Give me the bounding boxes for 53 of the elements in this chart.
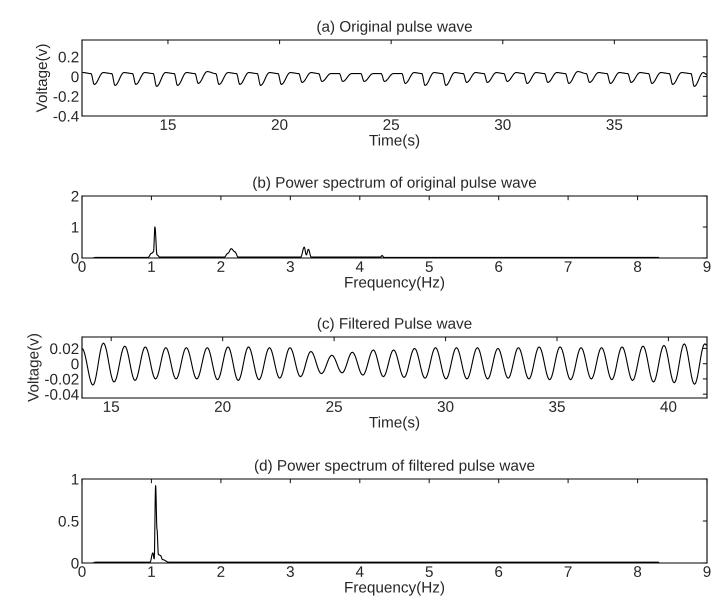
- y-axis-title: Voltage(v): [27, 334, 42, 402]
- x-tick-label: 20: [214, 401, 231, 412]
- x-tick-label: 40: [660, 401, 676, 412]
- x-tick-label: 2: [217, 566, 224, 577]
- x-tick-label: 3: [286, 566, 294, 577]
- x-tick-label: 8: [634, 566, 642, 577]
- x-tick-label: 15: [160, 119, 176, 130]
- chart-title: (d) Power spectrum of filtered pulse wave: [254, 460, 534, 474]
- y-tick-label: 0: [71, 358, 79, 370]
- y-tick-label: 0.5: [58, 516, 79, 527]
- x-tick-label: 8: [634, 261, 642, 272]
- y-tick-label: 0.2: [58, 52, 78, 62]
- x-tick-label: 15: [104, 401, 120, 412]
- x-tick-label: 2: [217, 261, 224, 272]
- x-tick-label: 35: [606, 119, 622, 130]
- x-tick-label: 35: [549, 401, 565, 412]
- x-tick-label: 1: [148, 566, 155, 577]
- y-tick-label: 1: [72, 222, 78, 233]
- x-tick-label: 4: [356, 566, 364, 577]
- x-tick-label: 6: [495, 261, 502, 272]
- y-tick-label: 0.02: [50, 343, 78, 354]
- x-tick-label: 30: [494, 119, 511, 130]
- x-tick-label: 9: [703, 261, 711, 272]
- x-tick-label: 1: [148, 261, 155, 272]
- y-tick-label: -0.02: [45, 374, 78, 385]
- x-axis-title: Time(s): [369, 416, 420, 431]
- chart-title: (b) Power spectrum of original pulse wave: [253, 176, 536, 191]
- y-tick-label: 1: [72, 474, 78, 485]
- x-tick-label: 7: [564, 566, 572, 577]
- x-axis-title: Frequency(Hz): [345, 276, 444, 291]
- x-tick-label: 20: [272, 119, 288, 130]
- y-tick-label: -0.4: [54, 110, 79, 122]
- y-tick-label: 0: [71, 71, 79, 82]
- x-axis-title: Frequency(Hz): [345, 581, 444, 596]
- x-tick-label: 9: [703, 566, 711, 577]
- x-tick-label: 25: [326, 401, 342, 412]
- x-axis-title: Time(s): [369, 134, 420, 149]
- x-tick-label: 5: [426, 261, 433, 272]
- x-tick-label: 4: [356, 261, 364, 272]
- y-tick-label: 0: [71, 252, 79, 264]
- x-tick-label: 30: [438, 401, 454, 412]
- x-tick-label: 7: [564, 261, 572, 272]
- x-tick-label: 25: [383, 119, 400, 130]
- x-tick-label: 5: [426, 566, 433, 577]
- y-axis-title: Voltage(v): [36, 44, 50, 112]
- chart-title: (a) Original pulse wave: [317, 20, 472, 35]
- chart-title: (c) Filtered Pulse wave: [318, 318, 472, 332]
- y-tick-label: -0.2: [54, 91, 78, 102]
- x-tick-label: 3: [286, 261, 294, 272]
- y-tick-label: 2: [71, 190, 78, 202]
- y-tick-label: 0: [71, 558, 79, 569]
- y-tick-label: -0.04: [45, 389, 79, 400]
- x-tick-label: 6: [495, 566, 502, 577]
